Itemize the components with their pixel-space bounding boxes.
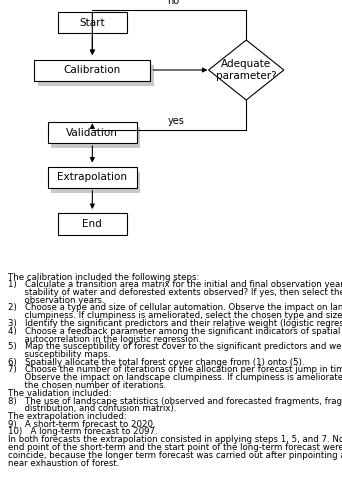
Text: 3)   Identify the significant predictors and their relative weight (logistic reg: 3) Identify the significant predictors a… — [8, 319, 342, 328]
Text: 8)   The use of landscape statistics (observed and forecasted fragments, fragmen: 8) The use of landscape statistics (obse… — [8, 396, 342, 406]
Text: 6)   Spatially allocate the total forest cover change from (1) onto (5).: 6) Spatially allocate the total forest c… — [8, 358, 304, 366]
Text: autocorrelation in the logistic regression.: autocorrelation in the logistic regressi… — [8, 334, 201, 344]
FancyBboxPatch shape — [51, 172, 140, 193]
Text: stability of water and deforested extents observed? If yes, then select these: stability of water and deforested extent… — [8, 288, 342, 297]
Text: End: End — [82, 219, 102, 229]
Text: 9)   A short-term forecast to 2020.: 9) A short-term forecast to 2020. — [8, 420, 155, 428]
FancyBboxPatch shape — [48, 122, 137, 143]
Text: 2)   Choose a type and size of cellular automation. Observe the impact on landsc: 2) Choose a type and size of cellular au… — [8, 304, 342, 312]
FancyBboxPatch shape — [58, 12, 127, 33]
Text: end point of the short-term and the start point of the long-term forecast were n: end point of the short-term and the star… — [8, 443, 342, 452]
Text: 4)   Choose a feedback parameter among the significant indicators of spatial: 4) Choose a feedback parameter among the… — [8, 327, 340, 336]
Text: 7)   Choose the number of iterations of the allocation per forecast jump in time: 7) Choose the number of iterations of th… — [8, 366, 342, 374]
Text: Extrapolation: Extrapolation — [57, 172, 127, 182]
Text: 1)   Calculate a transition area matrix for the initial and final observation ye: 1) Calculate a transition area matrix fo… — [8, 280, 342, 289]
Text: The extrapolation included:: The extrapolation included: — [8, 412, 126, 421]
Text: yes: yes — [168, 116, 185, 126]
FancyBboxPatch shape — [38, 64, 154, 86]
Polygon shape — [209, 40, 284, 100]
FancyBboxPatch shape — [34, 60, 150, 80]
Text: Adequate
parameter?: Adequate parameter? — [216, 59, 277, 81]
Text: near exhaustion of forest.: near exhaustion of forest. — [8, 458, 119, 468]
Text: 5)   Map the susceptibility of forest cover to the significant predictors and we: 5) Map the susceptibility of forest cove… — [8, 342, 342, 351]
Text: Observe the impact on landscape clumpiness. If clumpiness is ameliorated, select: Observe the impact on landscape clumpine… — [8, 373, 342, 382]
Text: coincide, because the longer term forecast was carried out after pinpointing a y: coincide, because the longer term foreca… — [8, 451, 342, 460]
Text: observation years.: observation years. — [8, 296, 104, 304]
Text: susceptibility maps.: susceptibility maps. — [8, 350, 110, 359]
Text: The validation included:: The validation included: — [8, 389, 111, 398]
FancyBboxPatch shape — [48, 167, 137, 188]
Text: Calibration: Calibration — [64, 65, 121, 75]
Text: 10)   A long-term forecast to 2097.: 10) A long-term forecast to 2097. — [8, 428, 157, 436]
Text: In both forecasts the extrapolation consisted in applying steps 1, 5, and 7. Not: In both forecasts the extrapolation cons… — [8, 435, 342, 444]
Text: the chosen number of iterations.: the chosen number of iterations. — [8, 381, 166, 390]
Text: The calibration included the following steps:: The calibration included the following s… — [8, 272, 199, 281]
FancyBboxPatch shape — [58, 214, 127, 234]
Text: clumpiness. If clumpiness is ameliorated, select the chosen type and size.: clumpiness. If clumpiness is ameliorated… — [8, 311, 342, 320]
Text: Start: Start — [80, 18, 105, 28]
Text: Validation: Validation — [66, 128, 118, 138]
Text: no: no — [167, 0, 179, 6]
FancyBboxPatch shape — [51, 127, 140, 148]
Text: distribution, and confusion matrix).: distribution, and confusion matrix). — [8, 404, 176, 413]
